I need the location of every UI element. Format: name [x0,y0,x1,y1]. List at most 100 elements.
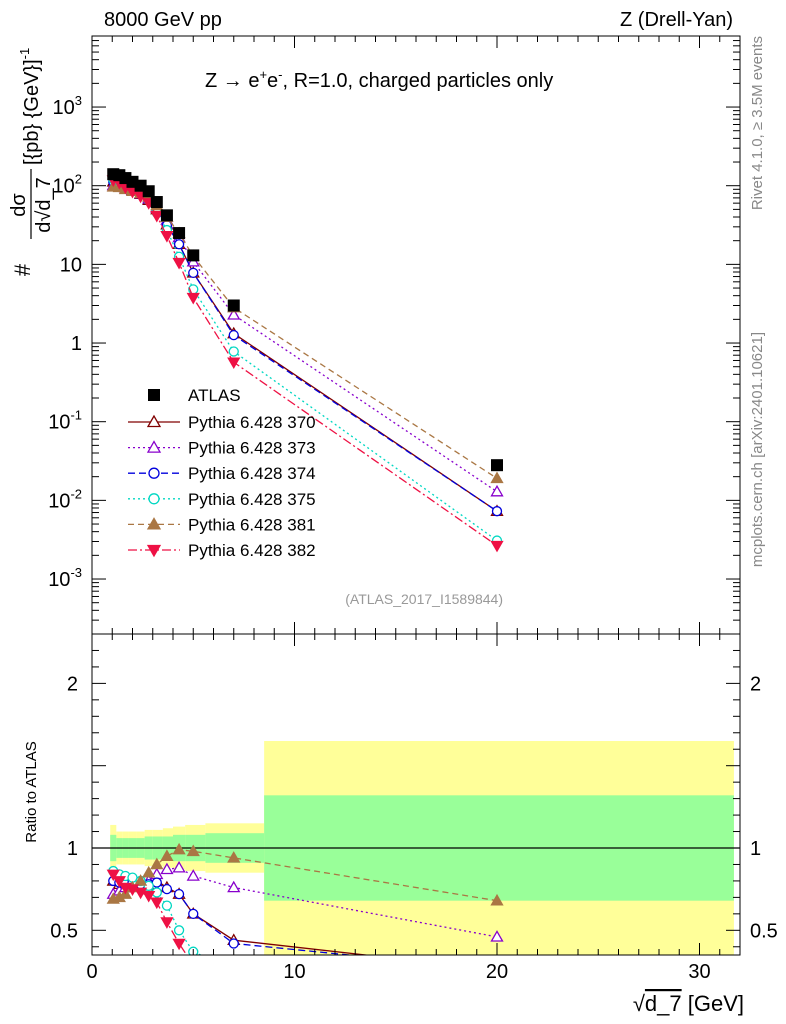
x-axis-label: √d_7 [GeV] [633,991,744,1016]
series-point-ratio [173,888,185,900]
x-tick-label: 20 [486,961,508,983]
legend-label: Pythia 6.428 382 [188,541,316,560]
legend-marker [146,414,162,428]
legend-marker [146,517,162,530]
y-tick-label-main: 10-2 [48,486,82,512]
y-tick-label-main: 10-3 [48,565,82,591]
y-label-denominator: d√d_7 [33,177,55,232]
y-axis-label: # dσ d√d_7 [{pb} {GeV}]-1 [8,48,55,276]
series-point-main [188,267,199,279]
legend-marker [146,544,162,558]
ratio-panel: 0.5 0.5 1 1 2 2 Ratio to ATLAS [23,633,778,1003]
legend-item: Pythia 6.428 374 [128,464,316,483]
series-point-ratio [172,860,186,873]
legend-marker [148,493,160,505]
data-point-atlas [160,209,173,222]
y-tick-label-ratio-right: 2 [750,673,761,695]
legend-item: Pythia 6.428 375 [128,490,316,509]
series-point-ratio [161,884,173,895]
series-point-ratio [493,990,502,999]
series-point-ratio [160,862,174,875]
data-point-atlas [173,227,186,240]
main-axis-ticks: 10-3 10-2 10-1 1 10 102 103 [48,35,741,635]
series-point-main [172,257,186,270]
legend-label: Pythia 6.428 374 [188,464,316,483]
legend-marker-atlas [148,389,160,401]
header-left: 8000 GeV pp [104,9,222,31]
legend-label: Pythia 6.428 375 [188,490,316,509]
side-mcplots-text: mcplots.cern.ch [arXiv:2401.10621] [749,332,766,567]
legend-item: Pythia 6.428 373 [128,439,316,458]
y-tick-label-main: 10 [60,254,82,276]
legend-item: Pythia 6.428 370 [128,413,316,432]
series-point-ratio [133,874,148,886]
series-point-ratio [160,917,174,929]
series-point-ratio [142,890,156,903]
series-point-ratio [150,857,164,870]
y-label-unit: [{pb} {GeV}]-1 [17,48,43,165]
legend-label: Pythia 6.428 381 [188,515,316,534]
series-point-main [160,230,174,243]
series-point-ratio [172,842,186,855]
series-point-ratio [142,865,156,878]
series-point-ratio [188,961,199,971]
series-point-ratio [490,930,504,942]
legend-marker [146,440,162,453]
series-point-ratio [227,851,241,863]
series-point-main [491,506,503,517]
ratio-axis-ticks: 0.5 0.5 1 1 2 2 [50,633,778,955]
plot-title: Z → e+e-, R=1.0, charged particles only [205,67,553,92]
series-point-main [490,540,504,553]
legend-label: Pythia 6.428 370 [188,413,316,432]
legend-item: Pythia 6.428 382 [128,541,316,560]
y-tick-label-main: 1 [71,333,82,355]
y-tick-label-main: 102 [53,172,82,198]
main-panel: 10-3 10-2 10-1 1 10 102 103 Z → e+e-, R=1.0, c… [8,35,741,635]
y-tick-label-main: 10-1 [48,408,82,434]
x-tick-label: 30 [688,961,710,983]
series-point-main [228,329,239,341]
series-point-main [490,484,504,497]
series-point-main [150,210,164,223]
data-point-atlas [227,299,240,312]
series-point-ratio [186,869,200,881]
series-point-ratio [106,869,120,882]
series-point-ratio [160,849,174,862]
series-point-main [490,471,504,484]
y-tick-label-ratio: 0.5 [50,920,78,942]
main-data-layer [106,168,504,553]
series-point-main [173,239,185,250]
series-line-ratio [112,867,498,938]
ratio-data-layer [92,741,740,1003]
y-tick-label-ratio: 1 [67,838,78,860]
y-tick-label-ratio: 2 [67,673,78,695]
series-point-ratio [188,908,199,919]
y-label-numerator: dσ [8,193,30,217]
data-point-atlas [150,196,163,209]
series-point-ratio [150,897,164,910]
series-point-ratio [490,893,504,906]
series-point-ratio [228,938,239,949]
y-tick-label-main: 103 [53,93,82,119]
data-point-atlas [187,249,200,262]
data-point-atlas [142,185,155,198]
analysis-id: (ATLAS_2017_I1589844) [345,591,503,607]
legend-label: ATLAS [188,386,241,405]
legend-item-atlas: ATLAS [148,386,241,405]
series-point-ratio [492,993,503,1003]
ratio-y-label: Ratio to ATLAS [23,741,40,842]
legend-item: Pythia 6.428 381 [128,515,316,534]
y-tick-label-ratio-right: 0.5 [750,920,778,942]
series-point-main [186,292,200,305]
series-point-ratio [112,876,126,888]
data-point-atlas [491,459,503,472]
series-point-ratio [186,844,200,857]
x-tick-labels: 0 10 20 30 [86,961,710,983]
series-point-ratio [227,880,241,893]
legend-label: Pythia 6.428 373 [188,439,316,458]
legend-marker [148,467,160,479]
series-point-main [227,357,241,370]
side-rivet-text: Rivet 4.1.0, ≥ 3.5M events [749,36,766,210]
series-point-main [228,346,239,357]
